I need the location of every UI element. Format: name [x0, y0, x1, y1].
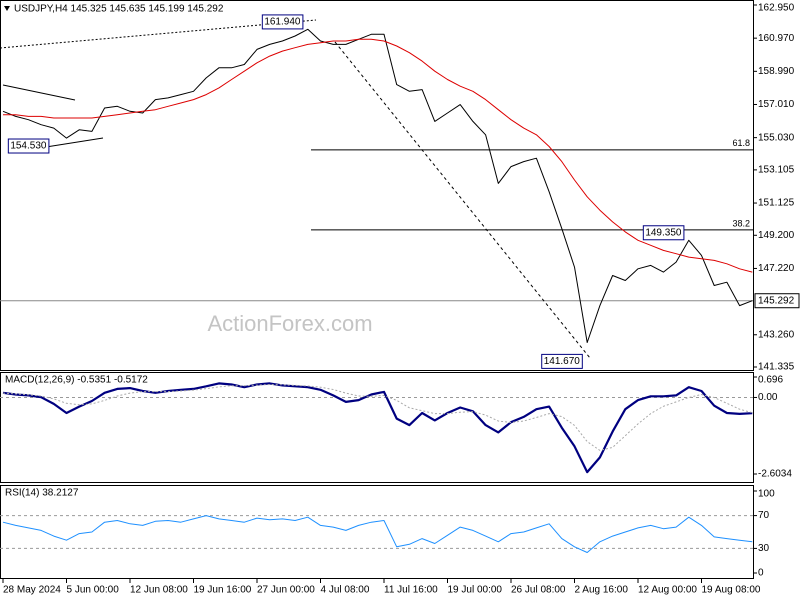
triangle-line — [2, 84, 76, 101]
y-tick-label: 157.010 — [758, 99, 795, 110]
x-tick-label: 19 Jun 16:00 — [194, 585, 252, 596]
y-tick-label: 143.260 — [758, 329, 795, 340]
y-tick-label: 153.105 — [758, 165, 795, 176]
price-label: 141.670 — [544, 356, 581, 367]
x-tick-label: 27 Jun 00:00 — [257, 585, 315, 596]
y-tick-label: 30 — [758, 543, 770, 554]
price-label-box — [7, 138, 50, 154]
price-label-box — [642, 225, 685, 241]
price-label-box — [261, 14, 304, 30]
y-tick-label: 151.125 — [758, 198, 795, 209]
trendline — [334, 41, 591, 359]
y-tick-label: 158.990 — [758, 66, 795, 77]
y-tick-label: 0 — [758, 568, 764, 579]
x-tick-label: 11 Jul 16:00 — [384, 585, 438, 596]
y-tick-label: 160.970 — [758, 33, 795, 44]
last-price-box — [754, 293, 800, 309]
x-tick-label: 19 Aug 08:00 — [702, 585, 761, 596]
price-panel — [0, 0, 754, 371]
macd-title: MACD(12,26,9) -0.5351 -0.5172 — [5, 375, 148, 386]
price-label-box — [541, 353, 583, 369]
watermark: ActionForex.com — [207, 311, 372, 336]
series-line — [2, 515, 753, 553]
price-label: 149.350 — [645, 227, 682, 238]
y-tick-label: 70 — [758, 510, 770, 521]
macd-panel — [0, 372, 754, 483]
last-price-label: 145.292 — [758, 295, 795, 306]
x-tick-label: 12 Aug 00:00 — [638, 585, 697, 596]
x-tick-label: 12 Jun 08:00 — [130, 585, 188, 596]
y-tick-label: 147.220 — [758, 263, 795, 274]
x-tick-label: 2 Aug 16:00 — [575, 585, 629, 596]
y-tick-label: 100 — [758, 489, 775, 500]
rsi-title: RSI(14) 38.2127 — [5, 488, 79, 499]
chart-title: USDJPY,H4 145.325 145.635 145.199 145.29… — [14, 4, 224, 15]
y-tick-label: 162.950 — [758, 3, 795, 14]
x-tick-label: 19 Jul 00:00 — [448, 585, 503, 596]
x-tick-label: 4 Jul 08:00 — [321, 585, 370, 596]
y-tick-label: 149.200 — [758, 230, 795, 241]
x-tick-label: 28 May 2024 — [3, 585, 61, 596]
y-tick-label: -2.6034 — [758, 469, 792, 480]
menu-icon — [4, 6, 10, 11]
rsi-panel — [0, 485, 754, 579]
plot-layer — [0, 28, 753, 553]
series-line — [3, 38, 753, 273]
x-tick-label: 26 Jul 08:00 — [511, 585, 566, 596]
price-label: 161.940 — [264, 17, 301, 28]
y-tick-label: 0.00 — [758, 392, 778, 403]
fib-label: 61.8 — [732, 138, 750, 148]
series-line — [2, 28, 753, 343]
y-tick-label: 155.030 — [758, 132, 795, 143]
series-line — [2, 382, 753, 474]
price-label: 154.530 — [10, 141, 47, 152]
fib-label: 38.2 — [732, 218, 750, 228]
x-tick-label: 5 Jun 00:00 — [67, 585, 120, 596]
y-tick-label: 141.335 — [758, 362, 795, 373]
y-tick-label: 0.696 — [758, 375, 783, 386]
